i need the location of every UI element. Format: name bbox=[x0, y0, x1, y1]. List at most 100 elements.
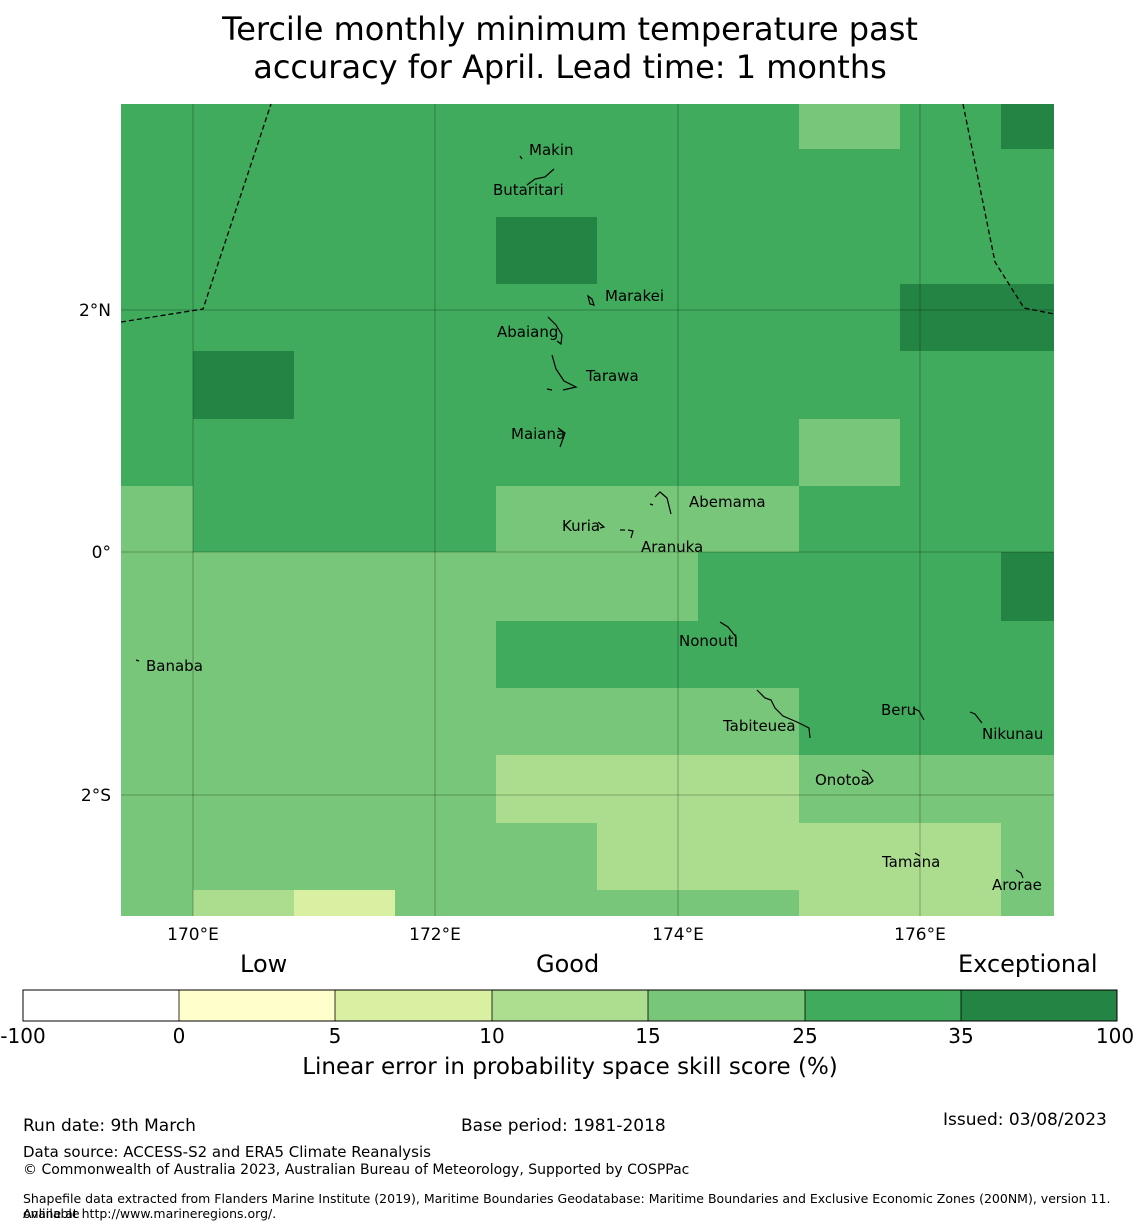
lat-tick-label: 0° bbox=[92, 543, 111, 563]
island-shape bbox=[756, 689, 811, 739]
grid-cell bbox=[900, 284, 1054, 351]
colorbar-tick: 35 bbox=[948, 1024, 974, 1048]
colorbar-tick: -100 bbox=[0, 1024, 46, 1048]
island-label: Banaba bbox=[146, 657, 203, 675]
island-shape bbox=[627, 529, 634, 539]
island-label: Abemama bbox=[689, 493, 766, 511]
island-label: Abaiang bbox=[497, 323, 558, 341]
colorbar-segment bbox=[179, 990, 335, 1021]
grid-cell bbox=[597, 823, 799, 890]
grid-cell bbox=[1001, 104, 1054, 149]
island-shape bbox=[526, 168, 555, 186]
grid-cell bbox=[121, 486, 193, 916]
island-label: Butaritari bbox=[493, 181, 564, 199]
shapefile-credit-line-1: Shapefile data extracted from Flanders M… bbox=[23, 1191, 1111, 1221]
grid-cell bbox=[496, 621, 799, 688]
island-shape bbox=[1015, 869, 1024, 879]
title-line-1: Tercile monthly minimum temperature past bbox=[222, 10, 918, 48]
island-label: Tabiteuea bbox=[722, 717, 796, 735]
colorbar-heading-exceptional: Exceptional bbox=[958, 950, 1098, 978]
island-shape bbox=[719, 621, 737, 647]
grid-cell bbox=[193, 351, 294, 419]
data-source: Data source: ACCESS-S2 and ERA5 Climate … bbox=[23, 1143, 431, 1161]
colorbar-heading-low: Low bbox=[240, 950, 288, 978]
grid-cell bbox=[799, 419, 900, 486]
colorbar-heading-good: Good bbox=[536, 950, 600, 978]
island-label: Maiana bbox=[511, 425, 565, 443]
island-shape bbox=[914, 852, 921, 857]
grid-cell bbox=[1001, 552, 1054, 621]
colorbar-tick: 10 bbox=[479, 1024, 505, 1048]
lat-tick-label: 2°N bbox=[79, 301, 111, 321]
island-labels: Makin Butaritari Marakei Abaiang Tarawa … bbox=[146, 141, 1043, 894]
run-date: Run date: 9th March bbox=[23, 1116, 196, 1136]
island-label: Tamana bbox=[881, 853, 940, 871]
lon-tick-label: 172°E bbox=[409, 925, 461, 945]
island-shape bbox=[551, 354, 578, 391]
island-shape bbox=[654, 491, 672, 515]
colorbar-segment bbox=[492, 990, 648, 1021]
island-outlines bbox=[135, 155, 1024, 879]
title-line-2: accuracy for April. Lead time: 1 months bbox=[253, 48, 887, 86]
island-label: Marakei bbox=[605, 287, 664, 305]
grid-cell bbox=[799, 688, 1054, 755]
colorbar-label: Linear error in probability space skill … bbox=[302, 1054, 838, 1080]
colorbar-segment bbox=[961, 990, 1117, 1021]
island-shape bbox=[649, 503, 654, 506]
island-label: Makin bbox=[529, 141, 574, 159]
island-label: Nonouti bbox=[679, 632, 738, 650]
eez-boundaries bbox=[120, 103, 1055, 323]
island-shape bbox=[597, 521, 606, 529]
colorbar-dividers bbox=[178, 990, 962, 1021]
island-shape bbox=[546, 388, 553, 391]
island-label: Onotoa bbox=[815, 771, 870, 789]
grid-cell bbox=[496, 217, 597, 284]
colorbar-frame bbox=[22, 989, 1118, 1022]
graticule bbox=[121, 104, 1054, 916]
island-shape bbox=[519, 155, 523, 160]
grid-cell bbox=[193, 890, 294, 916]
colorbar-segment bbox=[23, 990, 179, 1021]
lon-tick-label: 174°E bbox=[652, 925, 704, 945]
island-shape bbox=[912, 707, 925, 721]
colorbar-tick: 5 bbox=[328, 1024, 342, 1048]
lon-tick-label: 176°E bbox=[894, 925, 946, 945]
colorbar-segment bbox=[335, 990, 492, 1021]
island-label: Kuria bbox=[562, 517, 600, 535]
grid-cell bbox=[496, 486, 799, 552]
base-period: Base period: 1981-2018 bbox=[461, 1116, 666, 1136]
island-shape bbox=[861, 769, 874, 785]
colorbar-tick: 25 bbox=[792, 1024, 818, 1048]
island-shape bbox=[557, 427, 566, 448]
island-shape bbox=[547, 316, 563, 346]
copyright: © Commonwealth of Australia 2023, Austra… bbox=[23, 1162, 690, 1178]
chart-title: Tercile monthly minimum temperature past… bbox=[0, 10, 1140, 86]
eez-boundary-east bbox=[962, 103, 1055, 315]
eez-boundary-west bbox=[120, 103, 272, 323]
colorbar bbox=[22, 989, 1118, 1022]
island-label: Tarawa bbox=[585, 367, 639, 385]
colorbar-segment bbox=[648, 990, 805, 1021]
issued-date: Issued: 03/08/2023 bbox=[943, 1110, 1107, 1130]
colorbar-tick: 100 bbox=[1095, 1024, 1135, 1048]
island-shape bbox=[135, 659, 140, 662]
lon-tick-label: 170°E bbox=[167, 925, 219, 945]
grid-cell bbox=[294, 890, 395, 916]
island-shape bbox=[969, 711, 983, 724]
skill-grid bbox=[121, 104, 1054, 916]
colorbar-segment bbox=[805, 990, 961, 1021]
island-label: Arorae bbox=[992, 876, 1042, 894]
axis-labels: 2°N 0° 2°S 170°E 172°E 174°E 176°E bbox=[79, 301, 946, 945]
grid-cell bbox=[799, 823, 1001, 916]
colorbar-tick: 0 bbox=[172, 1024, 186, 1048]
island-label: Nikunau bbox=[982, 725, 1043, 743]
grid-cell bbox=[496, 755, 799, 823]
shapefile-credit-line-2: online at http://www.marineregions.org/. bbox=[23, 1206, 277, 1221]
colorbar-tick: 15 bbox=[635, 1024, 661, 1048]
island-label: Beru bbox=[881, 701, 916, 719]
island-shape bbox=[587, 294, 595, 306]
lat-tick-label: 2°S bbox=[81, 786, 111, 806]
island-label: Aranuka bbox=[641, 538, 703, 556]
grid-cell bbox=[799, 104, 900, 149]
